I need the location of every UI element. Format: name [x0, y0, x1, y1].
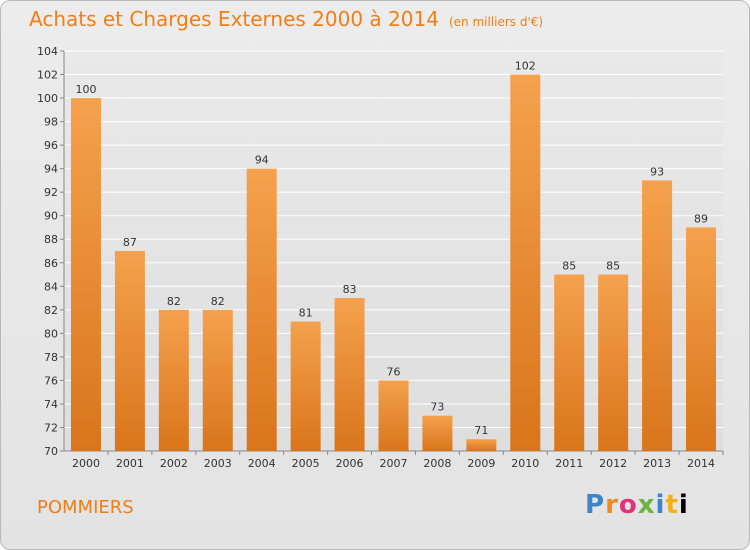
data-label: 102 [515, 60, 536, 73]
y-tick-label: 82 [44, 304, 58, 317]
data-label: 93 [650, 165, 664, 178]
y-tick-label: 86 [44, 257, 58, 270]
x-tick-label: 2002 [160, 457, 188, 470]
data-label: 85 [606, 260, 620, 273]
x-tick-label: 2008 [423, 457, 451, 470]
x-tick-label: 2003 [204, 457, 232, 470]
x-tick-label: 2007 [380, 457, 408, 470]
y-tick-label: 98 [44, 116, 58, 129]
bar [510, 74, 541, 451]
data-label: 85 [562, 260, 576, 273]
y-tick-label: 72 [44, 421, 58, 434]
chart-title-block: Achats et Charges Externes 2000 à 2014 (e… [29, 7, 543, 31]
data-label: 73 [430, 401, 444, 414]
bar [378, 380, 409, 451]
bar [202, 309, 233, 451]
data-label: 100 [75, 83, 96, 96]
data-label: 89 [694, 212, 708, 225]
chart-title: Achats et Charges Externes 2000 à 2014 [29, 7, 439, 31]
data-label: 81 [299, 307, 313, 320]
x-tick-label: 2004 [248, 457, 276, 470]
y-tick-label: 92 [44, 186, 58, 199]
proxiti-logo: Proxiti [585, 490, 689, 520]
x-tick-label: 2011 [555, 457, 583, 470]
x-tick-label: 2005 [292, 457, 320, 470]
bar [70, 98, 101, 451]
x-tick-label: 2013 [643, 457, 671, 470]
y-tick-label: 74 [44, 398, 58, 411]
bar [114, 251, 145, 451]
y-tick-label: 84 [44, 280, 58, 293]
bar [334, 298, 365, 451]
x-tick-label: 2001 [116, 457, 144, 470]
chart-unit: (en milliers d'€) [448, 15, 544, 29]
y-tick-label: 102 [37, 69, 58, 82]
y-tick-label: 104 [37, 45, 58, 58]
bar [158, 309, 189, 451]
y-tick-label: 94 [44, 163, 58, 176]
y-tick-label: 100 [37, 92, 58, 105]
commune-name: POMMIERS [37, 497, 134, 518]
data-label: 83 [343, 283, 357, 296]
data-label: 71 [474, 424, 488, 437]
y-tick-label: 70 [44, 445, 58, 458]
bar [554, 274, 585, 451]
bar [642, 180, 673, 452]
x-tick-label: 2006 [336, 457, 364, 470]
y-tick-label: 78 [44, 351, 58, 364]
y-tick-label: 96 [44, 139, 58, 152]
y-tick-label: 88 [44, 233, 58, 246]
x-tick-label: 2012 [599, 457, 627, 470]
bar [422, 415, 453, 451]
y-tick-label: 90 [44, 210, 58, 223]
bar [466, 439, 497, 451]
data-label: 94 [255, 154, 269, 167]
bar [686, 227, 717, 451]
x-tick-label: 2010 [511, 457, 539, 470]
bar [246, 168, 277, 451]
data-label: 82 [167, 295, 181, 308]
x-tick-label: 2009 [467, 457, 495, 470]
x-tick-label: 2000 [72, 457, 100, 470]
bar [598, 274, 629, 451]
x-tick-label: 2014 [687, 457, 715, 470]
y-tick-label: 80 [44, 327, 58, 340]
y-tick-label: 76 [44, 374, 58, 387]
data-label: 76 [387, 365, 401, 378]
bar [290, 321, 321, 451]
data-label: 87 [123, 236, 137, 249]
data-label: 82 [211, 295, 225, 308]
